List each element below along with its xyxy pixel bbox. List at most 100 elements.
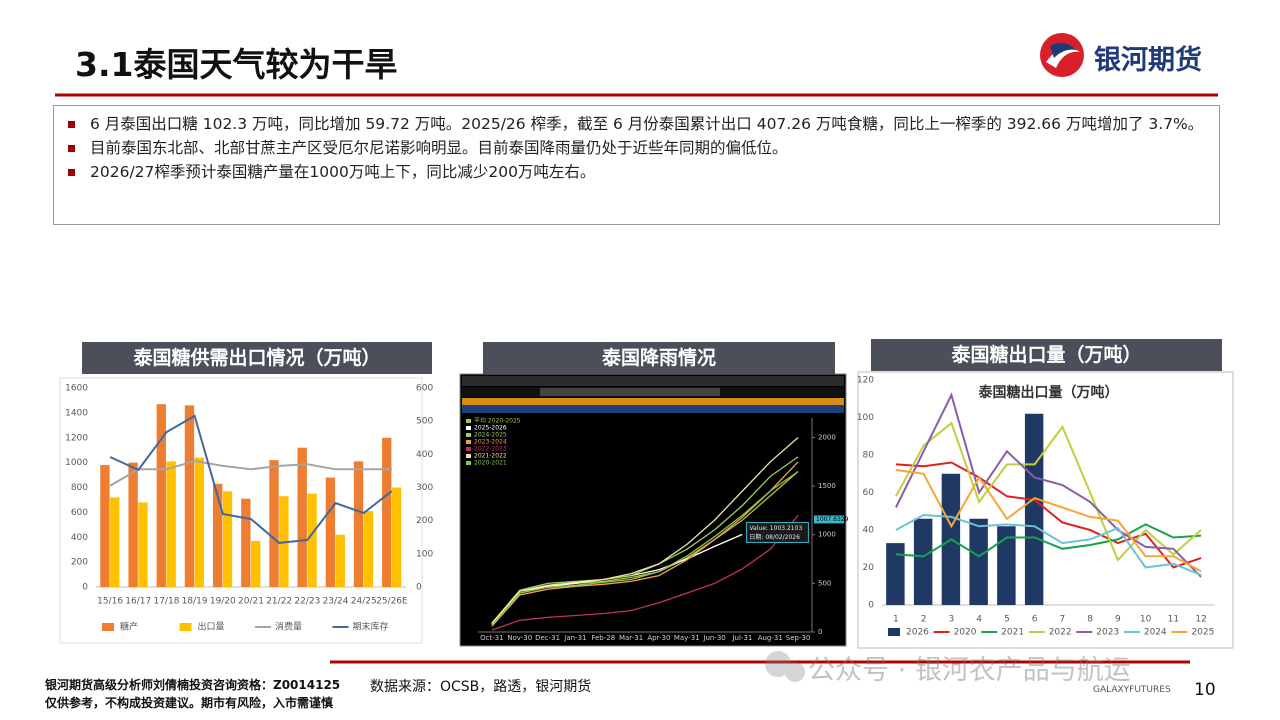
y-tick-label: 0 bbox=[818, 628, 822, 636]
legend-label: 2020-2021 bbox=[474, 460, 507, 467]
bar bbox=[194, 457, 205, 587]
legend-label: 平均 2020-2025 bbox=[474, 417, 521, 425]
bar bbox=[222, 491, 233, 587]
line bbox=[491, 437, 799, 624]
watermark: 公众号 · 银河农产品与航运 bbox=[808, 655, 1131, 686]
legend-label: 出口量 bbox=[198, 621, 225, 633]
bar bbox=[353, 461, 364, 587]
legend-label: 2025-2026 bbox=[474, 425, 507, 432]
line bbox=[109, 459, 392, 487]
y-tick-label: 1000 bbox=[818, 531, 836, 539]
line bbox=[491, 514, 799, 631]
x-tick-label: 20/21 bbox=[238, 597, 264, 607]
y-tick-label: 1500 bbox=[818, 482, 836, 490]
x-tick-label: Sep-30 bbox=[786, 634, 811, 642]
x-tick-label: 18/19 bbox=[182, 597, 208, 607]
legend-label: 消费量 bbox=[275, 621, 302, 633]
x-tick-label: Jun-30 bbox=[702, 634, 725, 642]
x-tick-label: 9 bbox=[1115, 615, 1121, 625]
y2-tick-label: 500 bbox=[416, 417, 433, 427]
legend-swatch bbox=[466, 440, 471, 444]
y2-tick-label: 300 bbox=[416, 483, 433, 493]
chart-header: 泰国糖出口量（万吨） bbox=[871, 339, 1222, 371]
legend-swatch bbox=[888, 628, 900, 636]
x-tick-label: May-31 bbox=[674, 634, 700, 642]
x-tick-label: Nov-30 bbox=[507, 634, 532, 642]
x-tick-label: 15/16 bbox=[97, 597, 123, 607]
bar bbox=[241, 498, 251, 587]
source: 数据来源：OCSB，路透，银河期货 bbox=[370, 679, 592, 695]
chart2-toolbar bbox=[462, 405, 844, 413]
bar bbox=[251, 540, 261, 587]
legend-label: 2023-2024 bbox=[474, 439, 507, 446]
x-tick-label: 19/20 bbox=[210, 597, 236, 607]
legend-label: 2021 bbox=[1001, 628, 1024, 638]
bar bbox=[166, 461, 176, 587]
legend-swatch bbox=[179, 623, 192, 631]
logo-icon bbox=[1040, 33, 1084, 77]
line bbox=[895, 421, 1202, 562]
x-tick-label: Aug-31 bbox=[758, 634, 783, 642]
y-tick-label: 20 bbox=[863, 563, 875, 573]
x-tick-label: 23/24 bbox=[323, 597, 349, 607]
y2-tick-label: 0 bbox=[416, 583, 422, 593]
brand: GALAXYFUTURES bbox=[1093, 685, 1171, 695]
line bbox=[895, 461, 1202, 569]
chart2-frame bbox=[459, 373, 847, 647]
line bbox=[491, 470, 799, 626]
x-tick-label: 7 bbox=[1060, 615, 1066, 625]
bullet: 目前泰国东北部、北部甘蔗主产区受厄尔尼诺影响明显。目前泰国降雨量仍处于近些年同期… bbox=[64, 138, 1209, 159]
bar bbox=[212, 483, 223, 587]
chart-inner-title: 泰国糖出口量（万吨） bbox=[978, 384, 1119, 401]
y-tick-label: 0 bbox=[868, 601, 874, 611]
bullet: 6 月泰国出口糖 102.3 万吨，同比增加 59.72 万吨。2025/26 … bbox=[64, 114, 1209, 135]
bar bbox=[335, 534, 345, 587]
legend-label: 2024-2025 bbox=[474, 432, 507, 439]
bar bbox=[307, 493, 317, 587]
y2-tick-label: 200 bbox=[416, 516, 433, 526]
y-tick-label: 200 bbox=[71, 558, 88, 568]
bar bbox=[100, 465, 110, 587]
legend-label: 2025 bbox=[1191, 628, 1214, 638]
x-tick-label: 24/25 bbox=[351, 597, 377, 607]
chart2-alert bbox=[462, 398, 844, 405]
annotation: Value: 1003.2103 bbox=[749, 525, 802, 532]
x-tick-label: 3 bbox=[949, 615, 955, 625]
y-tick-label: 40 bbox=[863, 526, 875, 536]
bar bbox=[913, 518, 933, 605]
bar bbox=[997, 526, 1016, 605]
line bbox=[895, 523, 1202, 558]
x-tick-label: 17/18 bbox=[153, 597, 179, 607]
legend-swatch bbox=[466, 426, 471, 430]
chart2-toolbar bbox=[462, 376, 844, 386]
y-tick-label: 120 bbox=[857, 376, 874, 386]
annotation: 1007.6329 bbox=[816, 516, 849, 523]
bullet-box: 6 月泰国出口糖 102.3 万吨，同比增加 59.72 万吨。2025/26 … bbox=[53, 105, 1220, 225]
legend-label: 糖产 bbox=[120, 621, 138, 633]
y-tick-label: 1000 bbox=[65, 458, 88, 468]
x-tick-label: Oct-31 bbox=[480, 634, 504, 642]
legend-label: 2021-2022 bbox=[474, 453, 507, 460]
legend-label: 2020 bbox=[954, 628, 977, 638]
analyst: 银河期货高级分析师刘倩楠投资咨询资格：Z0014125 bbox=[45, 678, 341, 692]
bar bbox=[325, 477, 336, 587]
x-tick-label: Jan-31 bbox=[563, 634, 586, 642]
annotation: 日期: 08/02/2026 bbox=[749, 533, 800, 541]
x-tick-label: Apr-30 bbox=[647, 634, 670, 642]
x-tick-label: Jul-31 bbox=[731, 634, 752, 642]
x-tick-label: 8 bbox=[1087, 615, 1093, 625]
bar bbox=[110, 497, 120, 587]
x-tick-label: 25/26E bbox=[376, 597, 408, 607]
x-tick-label: 1 bbox=[893, 615, 899, 625]
bar bbox=[269, 460, 279, 587]
watermark-icon bbox=[765, 651, 805, 682]
line bbox=[895, 392, 1202, 578]
slide-title: 3.1泰国天气较为干旱 bbox=[75, 45, 398, 84]
x-tick-label: 2 bbox=[921, 615, 927, 625]
legend-swatch bbox=[466, 447, 471, 451]
legend-swatch bbox=[466, 461, 471, 465]
x-tick-label: 11 bbox=[1168, 615, 1179, 625]
annotation-box bbox=[745, 521, 809, 543]
